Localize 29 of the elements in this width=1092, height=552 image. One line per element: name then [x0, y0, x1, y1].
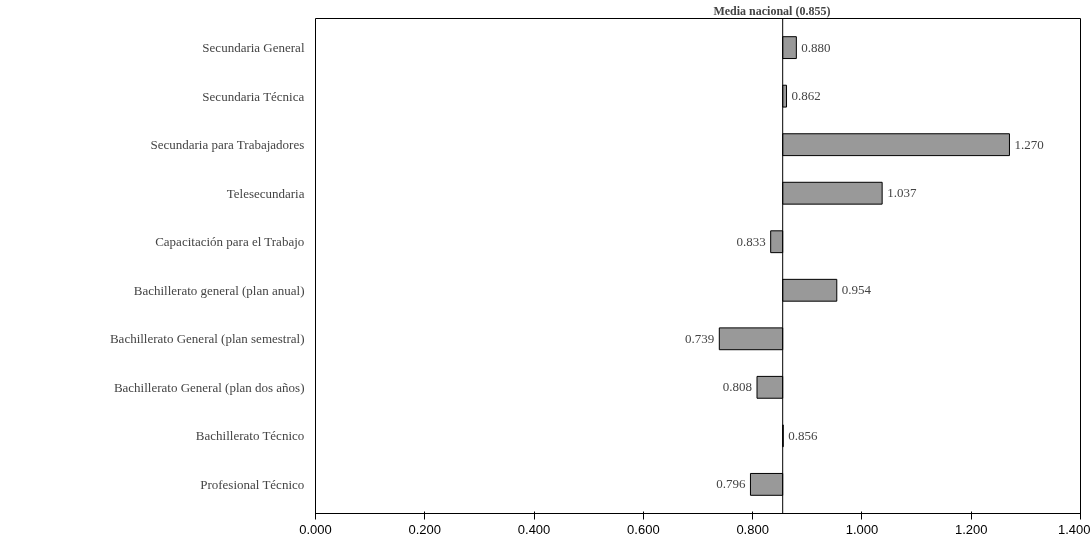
x-tick-label: 0.600	[627, 521, 660, 537]
y-tick-label: Bachillerato General (plan semestral)	[109, 331, 305, 347]
y-tick-label: Profesional Técnico	[200, 476, 305, 492]
x-tick-label: 0.400	[517, 521, 551, 537]
data-label: 0.808	[722, 379, 753, 395]
data-label: 0.739	[685, 330, 715, 346]
data-label: 0.954	[841, 282, 872, 298]
data-label: 0.796	[716, 476, 746, 492]
x-tick-label: 1.400	[1057, 521, 1091, 537]
data-label: 0.862	[791, 88, 821, 104]
data-label: 0.856	[788, 427, 818, 443]
x-tick-label: 1.200	[954, 521, 988, 537]
x-tick-label: 1.000	[845, 521, 879, 537]
y-tick-label: Bachillerato Técnico	[195, 428, 305, 444]
y-tick-label: Bachillerato general (plan anual)	[133, 282, 305, 298]
data-label: 0.833	[736, 233, 766, 249]
y-tick-label: Secundaria Técnica	[202, 88, 305, 104]
y-tick-label: Secundaria General	[202, 40, 305, 56]
x-tick-label: 0.800	[736, 521, 769, 537]
x-tick-label: 0.200	[408, 521, 442, 537]
data-label: 1.037	[887, 185, 917, 201]
y-tick-label: Bachillerato General (plan dos años)	[113, 379, 305, 395]
data-label: 0.880	[801, 39, 831, 55]
y-tick-label: Secundaria para Trabajadores	[150, 137, 305, 153]
ref-line-label: Media nacional (0.855)	[713, 3, 831, 18]
x-tick-label: 0.000	[299, 521, 332, 537]
data-label: 1.270	[1014, 136, 1044, 152]
y-tick-label: Telesecundaria	[226, 185, 305, 201]
y-tick-label: Capacitación para el Trabajo	[155, 234, 305, 250]
